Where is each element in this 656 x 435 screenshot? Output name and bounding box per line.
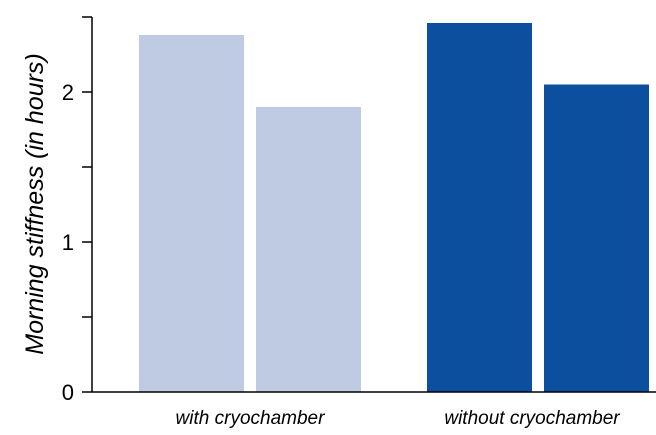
bars-layer [139, 23, 649, 392]
y-tick-label: 1 [62, 230, 74, 255]
category-label-without-cryochamber: without cryochamber [444, 408, 620, 429]
y-tick-label: 2 [62, 80, 74, 105]
category-label-with-cryochamber: with cryochamber [176, 408, 326, 429]
y-axis-title: Morning stiffness (in hours) [21, 53, 49, 355]
bar-group-2-bar-2 [544, 84, 649, 392]
bar-group-1-bar-1 [139, 35, 244, 392]
y-tick-label: 0 [62, 380, 74, 405]
y-ticks-layer: 0 1 2 [62, 16, 92, 405]
bar-group-1-bar-2 [256, 107, 361, 392]
bar-group-2-bar-1 [427, 23, 532, 392]
